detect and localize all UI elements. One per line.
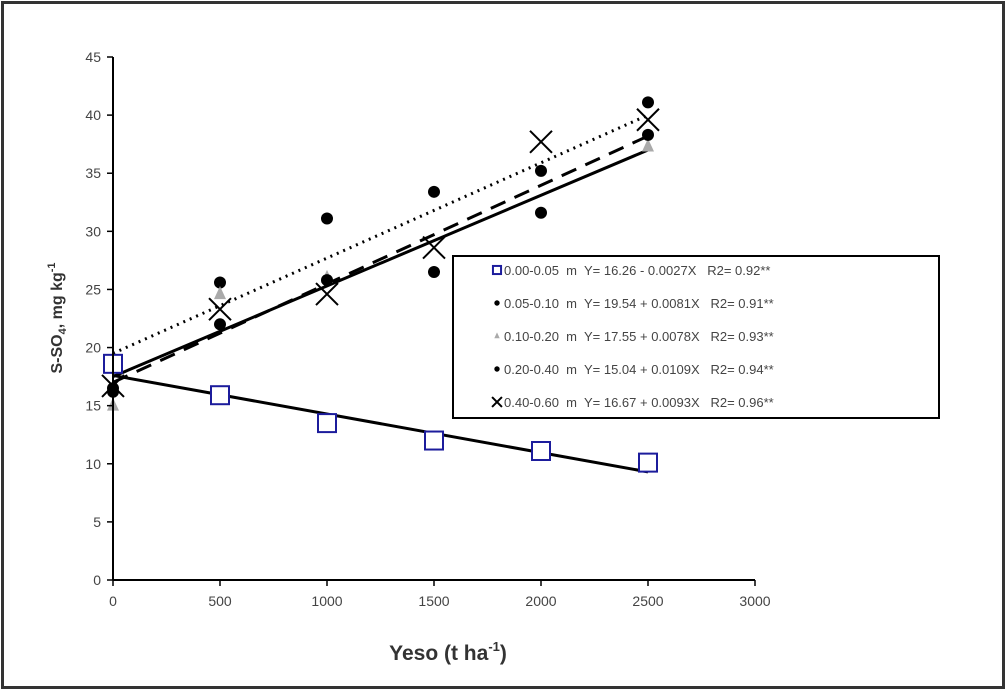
x-tick-label: 2000 bbox=[525, 593, 556, 609]
y-tick-label: 35 bbox=[85, 165, 101, 181]
legend-label-3: 0.10-0.20 m Y= 17.55 + 0.0078X R2= 0.93*… bbox=[504, 329, 774, 344]
data-point-series-1 bbox=[638, 452, 658, 473]
y-tick-label: 5 bbox=[93, 514, 101, 530]
legend-box bbox=[452, 255, 940, 419]
y-tick-label: 40 bbox=[85, 107, 101, 123]
y-tick-label: 10 bbox=[85, 456, 101, 472]
legend: 0.00-0.05 m Y= 16.26 - 0.0027X R2= 0.92*… bbox=[452, 255, 940, 419]
y-tick-label: 25 bbox=[85, 281, 101, 297]
data-point-series-3 bbox=[642, 138, 654, 152]
y-tick-label: 0 bbox=[93, 572, 101, 588]
data-point-series-1 bbox=[317, 413, 337, 434]
data-point-series-1 bbox=[531, 440, 551, 461]
data-point-series-5 bbox=[636, 108, 660, 132]
legend-marker-5 bbox=[491, 396, 503, 408]
legend-marker-3 bbox=[494, 332, 500, 339]
data-point-series-4 bbox=[428, 266, 440, 279]
data-point-series-2 bbox=[642, 96, 654, 109]
x-tick-label: 1000 bbox=[311, 593, 342, 609]
legend-marker-4 bbox=[494, 366, 500, 372]
x-tick-label: 3000 bbox=[739, 593, 770, 609]
legend-label-1: 0.00-0.05 m Y= 16.26 - 0.0027X R2= 0.92*… bbox=[504, 263, 770, 278]
x-tick-label: 2500 bbox=[632, 593, 663, 609]
data-point-series-1 bbox=[210, 385, 230, 406]
data-point-series-4 bbox=[214, 318, 226, 331]
data-point-series-5 bbox=[208, 297, 232, 321]
data-point-series-2 bbox=[428, 185, 440, 198]
legend-marker-2 bbox=[494, 300, 500, 306]
data-point-series-4 bbox=[642, 128, 654, 141]
data-point-series-2 bbox=[214, 276, 226, 289]
data-point-series-2 bbox=[321, 212, 333, 225]
data-point-series-5 bbox=[315, 282, 339, 306]
trend-line-4 bbox=[112, 148, 649, 378]
y-tick-label: 45 bbox=[85, 49, 101, 65]
data-point-series-1 bbox=[424, 430, 444, 451]
x-tick-label: 1500 bbox=[418, 593, 449, 609]
y-tick-label: 20 bbox=[85, 340, 101, 356]
legend-marker-1 bbox=[491, 264, 503, 276]
data-point-series-4 bbox=[321, 274, 333, 287]
x-axis-label: Yeso (t ha-1) bbox=[389, 639, 507, 665]
data-point-series-3 bbox=[214, 286, 226, 300]
legend-label-4: 0.20-0.40 m Y= 15.04 + 0.0109X R2= 0.94*… bbox=[504, 362, 774, 377]
y-axis-label: S-SO4, mg kg-1 bbox=[46, 262, 69, 373]
y-tick-label: 30 bbox=[85, 223, 101, 239]
y-tick-label: 15 bbox=[85, 398, 101, 414]
data-point-series-2 bbox=[535, 164, 547, 177]
trend-line-3 bbox=[112, 134, 649, 384]
trend-line-1 bbox=[112, 373, 649, 474]
data-point-series-5 bbox=[422, 235, 446, 260]
data-point-series-5 bbox=[529, 130, 553, 154]
x-tick-label: 500 bbox=[208, 593, 232, 609]
x-tick-label: 0 bbox=[109, 593, 117, 609]
data-point-series-4 bbox=[535, 206, 547, 219]
legend-label-2: 0.05-0.10 m Y= 19.54 + 0.0081X R2= 0.91*… bbox=[504, 296, 774, 311]
legend-label-5: 0.40-0.60 m Y= 16.67 + 0.0093X R2= 0.96*… bbox=[504, 395, 774, 410]
